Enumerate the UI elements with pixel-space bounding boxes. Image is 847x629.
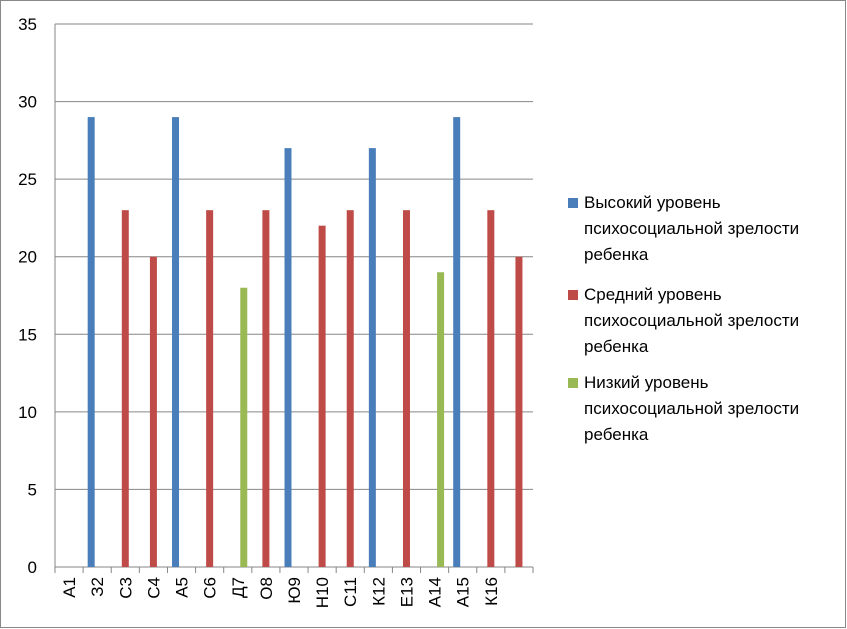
bar (284, 148, 292, 567)
x-tick-label: Н10 (313, 577, 332, 608)
bar (240, 287, 248, 567)
x-tick-label: С11 (341, 577, 360, 607)
legend-swatch (568, 198, 578, 208)
bar (402, 210, 410, 567)
bar (437, 272, 445, 567)
bar (487, 210, 495, 567)
y-tick-label: 5 (28, 480, 37, 499)
x-tick-label: К16 (482, 577, 501, 606)
legend-swatch (568, 378, 578, 388)
y-tick-label: 10 (18, 403, 37, 422)
x-tick-label: О8 (257, 577, 276, 600)
y-tick-label: 0 (28, 558, 37, 577)
bar (368, 148, 376, 567)
bar (121, 210, 129, 567)
x-tick-label: Ю9 (285, 577, 304, 604)
x-tick-label: З2 (88, 577, 107, 597)
x-tick-label: С6 (201, 577, 220, 599)
x-tick-label: К12 (369, 577, 388, 606)
x-tick-label: А15 (454, 577, 473, 607)
y-tick-label: 35 (18, 15, 37, 34)
legend-label: Низкий уровень психосоциальной зрелости … (584, 373, 800, 444)
y-tick-label: 15 (18, 325, 37, 344)
bar (453, 117, 461, 567)
bar (87, 117, 95, 567)
bar (318, 225, 326, 567)
x-tick-label: Д7 (229, 577, 248, 598)
x-tick-label: Е13 (397, 577, 416, 607)
legend-swatch (568, 290, 578, 300)
bar (346, 210, 354, 567)
x-tick-label: А1 (60, 577, 79, 598)
x-tick-label: С4 (144, 577, 163, 599)
bar (149, 256, 157, 567)
bar (206, 210, 214, 567)
x-tick-label: С3 (116, 577, 135, 599)
bar (515, 256, 523, 567)
y-tick-label: 30 (18, 93, 37, 112)
x-tick-label: А14 (426, 577, 445, 607)
y-tick-label: 25 (18, 170, 37, 189)
legend-label: Высокий уровень психосоциальной зрелости… (584, 193, 800, 264)
bar (262, 210, 270, 567)
bar (172, 117, 180, 567)
y-tick-label: 20 (18, 248, 37, 267)
x-tick-label: А5 (173, 577, 192, 598)
legend-label: Средний уровень психосоциальной зрелости… (584, 285, 800, 356)
